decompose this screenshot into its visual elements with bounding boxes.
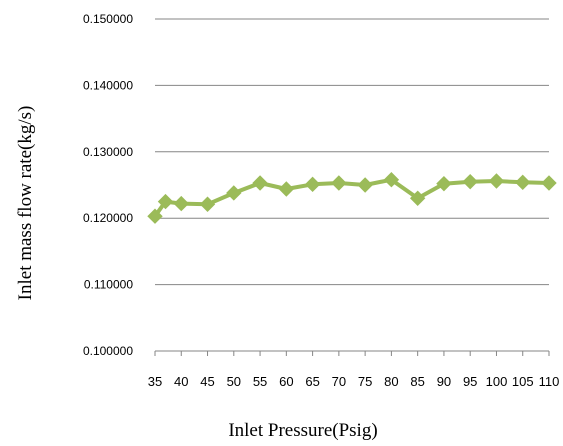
data-point-marker bbox=[436, 175, 452, 192]
data-point-marker bbox=[541, 175, 557, 191]
x-tick-label: 105 bbox=[512, 374, 534, 389]
x-tick-label: 90 bbox=[437, 374, 451, 389]
x-tick-label: 65 bbox=[305, 374, 319, 389]
x-tick-label: 55 bbox=[253, 374, 267, 389]
x-tick-label: 40 bbox=[174, 374, 188, 389]
x-tick-label: 100 bbox=[486, 374, 508, 389]
gridlines bbox=[155, 18, 549, 286]
x-tick-label: 110 bbox=[539, 374, 560, 389]
data-point-marker bbox=[488, 173, 505, 189]
x-tick-label: 95 bbox=[463, 374, 477, 389]
series-line bbox=[153, 177, 550, 218]
x-tick-labels: 35 40 45 50 55 60 65 70 75 80 85 90 95 100 105 110 bbox=[148, 374, 560, 389]
series bbox=[147, 171, 557, 224]
data-point-marker bbox=[147, 208, 163, 224]
data-point-marker bbox=[278, 181, 295, 197]
data-point-marker bbox=[331, 175, 347, 191]
data-point-marker bbox=[409, 190, 426, 206]
y-tick-label: 0.140000 bbox=[83, 78, 133, 92]
data-point-marker bbox=[199, 196, 216, 212]
y-tick-label: 0.120000 bbox=[83, 211, 133, 225]
y-tick-label: 0.150000 bbox=[83, 12, 133, 26]
x-tick-label: 75 bbox=[358, 374, 372, 389]
data-point-marker bbox=[226, 185, 242, 201]
data-point-marker bbox=[462, 173, 478, 190]
x-tick-label: 35 bbox=[148, 374, 162, 389]
data-point-marker bbox=[515, 174, 531, 191]
x-tick-label: 45 bbox=[200, 374, 214, 389]
x-tick-label: 80 bbox=[384, 374, 398, 389]
x-axis-title: Inlet Pressure(Psig) bbox=[228, 420, 377, 441]
data-point-marker bbox=[157, 193, 174, 210]
y-tick-labels: 0.100000 0.110000 0.120000 0.130000 0.140000… bbox=[83, 12, 133, 358]
y-tick-label: 0.100000 bbox=[83, 344, 133, 358]
x-tick-label: 60 bbox=[279, 374, 293, 389]
data-point-marker bbox=[304, 176, 321, 193]
axes bbox=[154, 350, 550, 356]
x-tick-label: 85 bbox=[410, 374, 424, 389]
x-tick-label: 50 bbox=[227, 374, 241, 389]
data-point-marker bbox=[357, 177, 373, 193]
data-point-marker bbox=[383, 171, 400, 188]
x-tick-label: 70 bbox=[332, 374, 346, 389]
y-axis-title: Inlet mass flow rate(kg/s) bbox=[15, 106, 36, 301]
y-tick-label: 0.110000 bbox=[84, 278, 133, 292]
y-tick-label: 0.130000 bbox=[83, 145, 133, 159]
data-point-marker bbox=[252, 175, 268, 191]
data-point-marker bbox=[173, 195, 189, 212]
